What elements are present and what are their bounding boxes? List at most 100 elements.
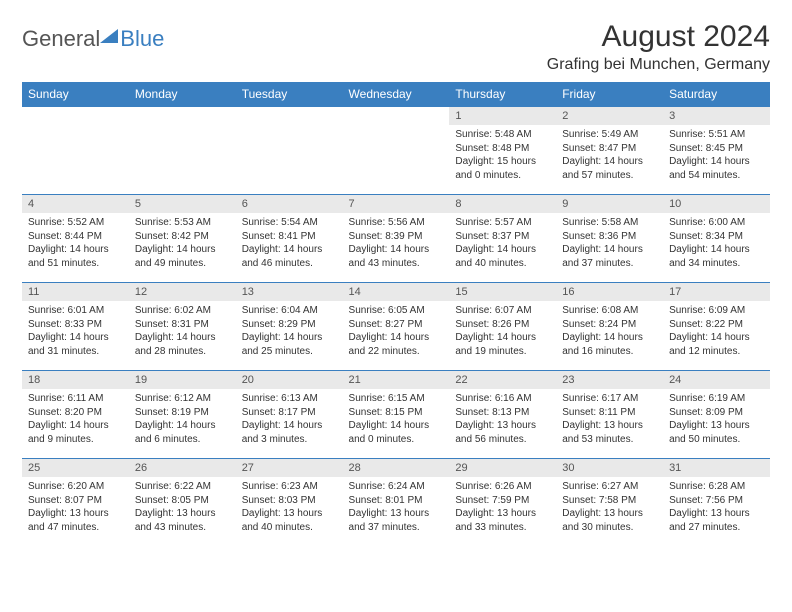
title-block: August 2024 Grafing bei Munchen, Germany <box>547 20 770 74</box>
calendar-day-cell: 18Sunrise: 6:11 AMSunset: 8:20 PMDayligh… <box>22 371 129 459</box>
sunrise-text: Sunrise: 6:09 AM <box>669 304 764 318</box>
day-number: 6 <box>236 195 343 213</box>
daylight-text: Daylight: 14 hours and 12 minutes. <box>669 331 764 358</box>
sunset-text: Sunset: 8:37 PM <box>455 230 550 244</box>
calendar-day-cell: 16Sunrise: 6:08 AMSunset: 8:24 PMDayligh… <box>556 283 663 371</box>
sunrise-text: Sunrise: 6:02 AM <box>135 304 230 318</box>
sunrise-text: Sunrise: 5:52 AM <box>28 216 123 230</box>
sunset-text: Sunset: 8:26 PM <box>455 318 550 332</box>
location: Grafing bei Munchen, Germany <box>547 56 770 74</box>
sunset-text: Sunset: 8:11 PM <box>562 406 657 420</box>
day-number: 14 <box>343 283 450 301</box>
calendar-day-cell: 17Sunrise: 6:09 AMSunset: 8:22 PMDayligh… <box>663 283 770 371</box>
daylight-text: Daylight: 14 hours and 3 minutes. <box>242 419 337 446</box>
day-data: Sunrise: 6:24 AMSunset: 8:01 PMDaylight:… <box>343 477 450 538</box>
weekday-header: Wednesday <box>343 82 450 107</box>
day-data: Sunrise: 5:56 AMSunset: 8:39 PMDaylight:… <box>343 213 450 274</box>
day-number: 21 <box>343 371 450 389</box>
day-data: Sunrise: 6:23 AMSunset: 8:03 PMDaylight:… <box>236 477 343 538</box>
day-number: 17 <box>663 283 770 301</box>
calendar-day-cell: 29Sunrise: 6:26 AMSunset: 7:59 PMDayligh… <box>449 459 556 547</box>
calendar-day-cell: 22Sunrise: 6:16 AMSunset: 8:13 PMDayligh… <box>449 371 556 459</box>
calendar-day-cell <box>236 107 343 195</box>
day-number: 8 <box>449 195 556 213</box>
daylight-text: Daylight: 13 hours and 30 minutes. <box>562 507 657 534</box>
calendar-day-cell: 28Sunrise: 6:24 AMSunset: 8:01 PMDayligh… <box>343 459 450 547</box>
calendar-day-cell <box>343 107 450 195</box>
sunrise-text: Sunrise: 5:51 AM <box>669 128 764 142</box>
sunrise-text: Sunrise: 5:49 AM <box>562 128 657 142</box>
calendar-day-cell: 31Sunrise: 6:28 AMSunset: 7:56 PMDayligh… <box>663 459 770 547</box>
sunrise-text: Sunrise: 6:27 AM <box>562 480 657 494</box>
daylight-text: Daylight: 14 hours and 57 minutes. <box>562 155 657 182</box>
daylight-text: Daylight: 13 hours and 40 minutes. <box>242 507 337 534</box>
calendar-day-cell: 19Sunrise: 6:12 AMSunset: 8:19 PMDayligh… <box>129 371 236 459</box>
sunset-text: Sunset: 8:42 PM <box>135 230 230 244</box>
day-number: 26 <box>129 459 236 477</box>
sunset-text: Sunset: 8:07 PM <box>28 494 123 508</box>
sunset-text: Sunset: 8:39 PM <box>349 230 444 244</box>
day-data: Sunrise: 6:07 AMSunset: 8:26 PMDaylight:… <box>449 301 556 362</box>
day-data: Sunrise: 5:49 AMSunset: 8:47 PMDaylight:… <box>556 125 663 186</box>
sunrise-text: Sunrise: 6:15 AM <box>349 392 444 406</box>
sunrise-text: Sunrise: 6:00 AM <box>669 216 764 230</box>
day-data: Sunrise: 5:57 AMSunset: 8:37 PMDaylight:… <box>449 213 556 274</box>
daylight-text: Daylight: 13 hours and 37 minutes. <box>349 507 444 534</box>
day-data: Sunrise: 6:26 AMSunset: 7:59 PMDaylight:… <box>449 477 556 538</box>
day-number: 30 <box>556 459 663 477</box>
sunrise-text: Sunrise: 5:58 AM <box>562 216 657 230</box>
daylight-text: Daylight: 13 hours and 47 minutes. <box>28 507 123 534</box>
calendar-day-cell: 26Sunrise: 6:22 AMSunset: 8:05 PMDayligh… <box>129 459 236 547</box>
daylight-text: Daylight: 13 hours and 50 minutes. <box>669 419 764 446</box>
daylight-text: Daylight: 14 hours and 37 minutes. <box>562 243 657 270</box>
day-data: Sunrise: 6:16 AMSunset: 8:13 PMDaylight:… <box>449 389 556 450</box>
day-number: 13 <box>236 283 343 301</box>
calendar-day-cell: 25Sunrise: 6:20 AMSunset: 8:07 PMDayligh… <box>22 459 129 547</box>
day-number: 9 <box>556 195 663 213</box>
sunset-text: Sunset: 8:01 PM <box>349 494 444 508</box>
day-data: Sunrise: 6:05 AMSunset: 8:27 PMDaylight:… <box>343 301 450 362</box>
sunrise-text: Sunrise: 6:20 AM <box>28 480 123 494</box>
sunset-text: Sunset: 8:05 PM <box>135 494 230 508</box>
sunset-text: Sunset: 7:59 PM <box>455 494 550 508</box>
day-number: 28 <box>343 459 450 477</box>
sunrise-text: Sunrise: 6:05 AM <box>349 304 444 318</box>
day-number: 16 <box>556 283 663 301</box>
day-data: Sunrise: 6:13 AMSunset: 8:17 PMDaylight:… <box>236 389 343 450</box>
day-number: 18 <box>22 371 129 389</box>
calendar-day-cell: 3Sunrise: 5:51 AMSunset: 8:45 PMDaylight… <box>663 107 770 195</box>
sunset-text: Sunset: 8:41 PM <box>242 230 337 244</box>
daylight-text: Daylight: 14 hours and 0 minutes. <box>349 419 444 446</box>
calendar-day-cell: 27Sunrise: 6:23 AMSunset: 8:03 PMDayligh… <box>236 459 343 547</box>
weekday-header-row: SundayMondayTuesdayWednesdayThursdayFrid… <box>22 82 770 107</box>
daylight-text: Daylight: 14 hours and 54 minutes. <box>669 155 764 182</box>
day-data: Sunrise: 6:11 AMSunset: 8:20 PMDaylight:… <box>22 389 129 450</box>
logo-triangle-icon <box>100 29 118 43</box>
calendar-day-cell: 11Sunrise: 6:01 AMSunset: 8:33 PMDayligh… <box>22 283 129 371</box>
day-number: 31 <box>663 459 770 477</box>
calendar-day-cell: 30Sunrise: 6:27 AMSunset: 7:58 PMDayligh… <box>556 459 663 547</box>
sunset-text: Sunset: 8:31 PM <box>135 318 230 332</box>
day-number: 11 <box>22 283 129 301</box>
sunset-text: Sunset: 8:20 PM <box>28 406 123 420</box>
calendar-day-cell: 13Sunrise: 6:04 AMSunset: 8:29 PMDayligh… <box>236 283 343 371</box>
sunrise-text: Sunrise: 6:19 AM <box>669 392 764 406</box>
day-number: 19 <box>129 371 236 389</box>
calendar-day-cell: 24Sunrise: 6:19 AMSunset: 8:09 PMDayligh… <box>663 371 770 459</box>
calendar-day-cell: 21Sunrise: 6:15 AMSunset: 8:15 PMDayligh… <box>343 371 450 459</box>
weekday-header: Monday <box>129 82 236 107</box>
day-number: 29 <box>449 459 556 477</box>
daylight-text: Daylight: 14 hours and 43 minutes. <box>349 243 444 270</box>
sunset-text: Sunset: 8:47 PM <box>562 142 657 156</box>
day-number: 1 <box>449 107 556 125</box>
day-data: Sunrise: 6:20 AMSunset: 8:07 PMDaylight:… <box>22 477 129 538</box>
daylight-text: Daylight: 14 hours and 22 minutes. <box>349 331 444 358</box>
sunrise-text: Sunrise: 6:13 AM <box>242 392 337 406</box>
day-data: Sunrise: 5:51 AMSunset: 8:45 PMDaylight:… <box>663 125 770 186</box>
day-data: Sunrise: 6:09 AMSunset: 8:22 PMDaylight:… <box>663 301 770 362</box>
calendar-day-cell <box>22 107 129 195</box>
calendar-week-row: 18Sunrise: 6:11 AMSunset: 8:20 PMDayligh… <box>22 371 770 459</box>
sunrise-text: Sunrise: 5:53 AM <box>135 216 230 230</box>
sunrise-text: Sunrise: 6:07 AM <box>455 304 550 318</box>
day-number: 10 <box>663 195 770 213</box>
